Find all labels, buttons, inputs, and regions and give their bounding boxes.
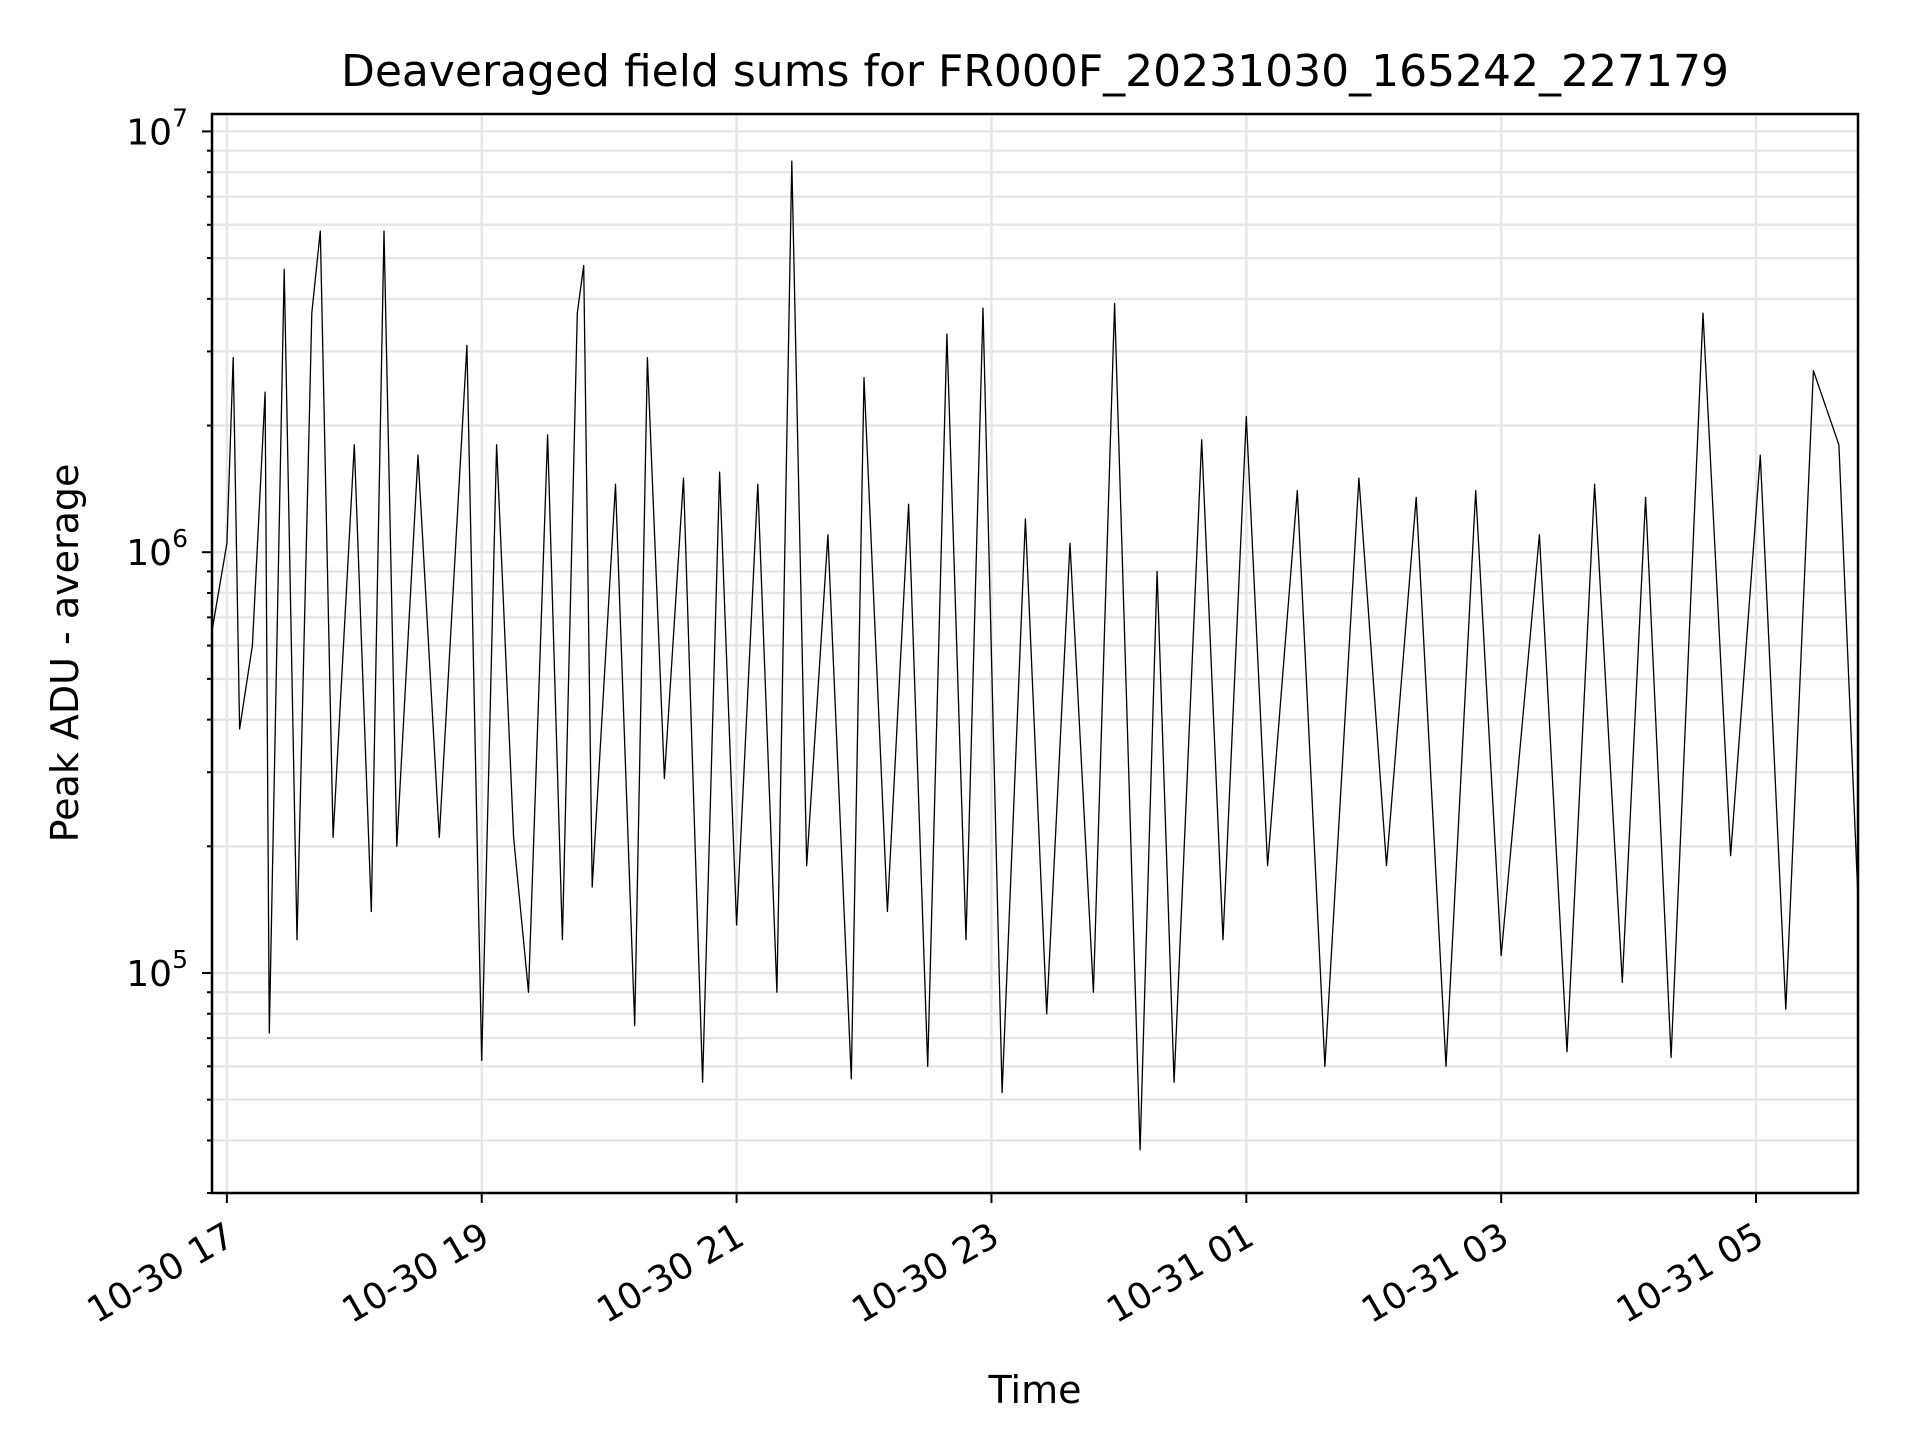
x-tick-label: 10-31 05 <box>1610 1215 1771 1331</box>
series-line <box>211 160 1859 1151</box>
x-tick-label: 10-31 03 <box>1355 1215 1516 1331</box>
y-tick-label: 105 <box>126 945 188 995</box>
chart-title: Deaveraged field sums for FR000F_2023103… <box>341 46 1729 97</box>
x-axis-label: Time <box>988 1368 1082 1412</box>
y-tick-label: 107 <box>126 103 188 153</box>
x-tick-label: 10-30 19 <box>336 1215 497 1331</box>
x-tick-label: 10-31 01 <box>1100 1215 1261 1331</box>
axis-ticks: 105 106 107 10-30 17 10-30 19 10-30 21 10-30 2… <box>81 103 1771 1331</box>
x-tick-label: 10-30 17 <box>81 1215 242 1331</box>
y-axis-label: Peak ADU - average <box>43 464 87 843</box>
x-tick-label: 10-30 21 <box>590 1215 751 1331</box>
grid-lines <box>212 114 1858 1195</box>
x-tick-label: 10-30 23 <box>845 1215 1006 1331</box>
y-tick-label: 106 <box>126 524 188 574</box>
plot-frame <box>210 112 1860 1195</box>
